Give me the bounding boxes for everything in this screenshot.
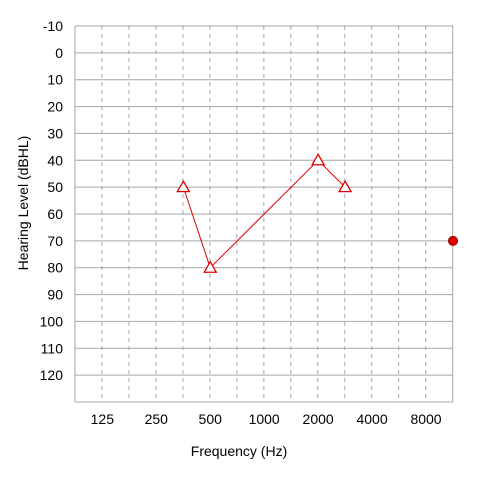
x-tick-label: 125	[91, 411, 115, 427]
data-point-triangle	[337, 179, 353, 193]
y-tick-label: 90	[47, 287, 63, 303]
y-tick-label: 50	[47, 179, 63, 195]
data-point-triangle	[311, 152, 326, 166]
y-tick-label: 20	[47, 99, 63, 115]
x-tick-label: 8000	[410, 411, 441, 427]
y-tick-labels: -10 0 10 20 30 40 50 60 70 80 90 100 110 120	[40, 18, 64, 383]
y-tick-label: 120	[40, 367, 64, 383]
x-tick-label: 4000	[356, 411, 387, 427]
grid	[74, 25, 454, 403]
y-tick-label: 10	[47, 72, 63, 88]
y-tick-label: 110	[41, 340, 64, 356]
y-tick-label: 70	[47, 233, 63, 249]
x-tick-label: 250	[145, 411, 169, 427]
data-point-circle	[448, 235, 458, 246]
y-tick-label: 0	[55, 45, 63, 61]
x-axis-title: Frequency (Hz)	[191, 443, 287, 459]
x-tick-label: 2000	[303, 411, 334, 427]
y-tick-label: -10	[43, 18, 63, 34]
y-tick-label: 100	[40, 313, 64, 329]
y-tick-label: 40	[47, 152, 63, 168]
y-tick-label: 30	[47, 125, 63, 141]
y-tick-label: 60	[47, 206, 63, 222]
x-tick-label: 500	[199, 411, 223, 427]
y-tick-label: 80	[47, 260, 63, 276]
data-point-triangle	[203, 260, 218, 273]
data-point-triangle	[176, 179, 191, 193]
data-series	[176, 152, 458, 273]
x-tick-labels: 125 250 500 1000 2000 4000 8000	[91, 411, 442, 427]
x-tick-label: 1000	[249, 411, 280, 427]
series-line	[182, 159, 346, 269]
y-axis-title: Hearing Level (dBHL)	[15, 136, 31, 271]
